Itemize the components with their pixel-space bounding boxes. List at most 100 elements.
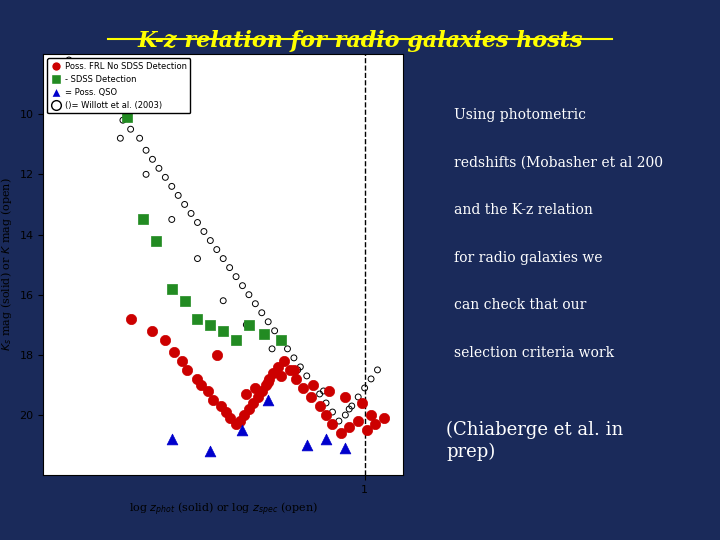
Point [217,254,229,263]
Point [318,387,329,395]
Point [140,170,152,179]
Point [204,320,216,329]
Point [153,164,165,173]
Point [250,299,261,308]
Point [307,381,319,389]
Point [256,308,268,317]
Point [192,218,203,227]
Point [365,411,377,420]
Point [192,314,203,323]
Point [356,399,368,407]
Point [327,408,338,416]
Point [238,411,250,420]
Point [275,335,287,344]
Point [211,350,222,359]
Point [121,113,132,122]
Point [320,411,332,420]
Point [275,335,287,344]
Point [76,74,88,83]
Point [166,435,178,443]
Text: selection criteria work: selection criteria work [454,346,613,360]
Point [217,296,229,305]
Text: Using photometric: Using photometric [454,108,585,122]
Point [243,320,255,329]
Point [168,348,180,356]
Point [365,375,377,383]
Point [307,381,319,389]
Point [138,215,149,224]
Point [234,417,246,426]
Point [263,377,274,386]
Point [263,318,274,326]
Point [336,429,347,437]
Point [237,281,248,290]
Point [288,366,300,374]
Point [204,447,216,455]
Point [269,327,280,335]
Point [150,236,162,245]
Point [359,383,370,392]
Point [192,254,203,263]
Point [230,420,242,428]
Point [346,402,358,410]
Point [125,314,136,323]
Point [181,366,193,374]
Text: redshifts (Mobasher et al 200: redshifts (Mobasher et al 200 [454,156,662,170]
Point [207,396,219,404]
Point [378,414,390,422]
Point [108,104,120,112]
Point [204,236,216,245]
Point [134,134,145,143]
Point [260,381,271,389]
Point [369,420,381,428]
Point [102,95,113,104]
Point [140,146,152,154]
Point [166,182,178,191]
Point [372,366,383,374]
Point [217,327,229,335]
Y-axis label: $K_s$ mag (solid) or $K$ mag (open): $K_s$ mag (solid) or $K$ mag (open) [0,178,14,352]
Point [305,393,316,401]
Point [179,200,190,209]
Point [125,125,136,133]
Point [252,393,264,401]
Point [224,264,235,272]
Point [179,296,190,305]
Point [192,375,203,383]
Text: (Chiaberge et al. in
prep): (Chiaberge et al. in prep) [446,421,624,461]
Point [250,383,261,392]
Point [291,375,302,383]
Point [237,426,248,434]
Point [288,354,300,362]
Point [275,372,287,380]
Point [273,362,284,371]
Text: K-z relation for radio galaxies hosts: K-z relation for radio galaxies hosts [138,30,582,52]
Point [185,209,197,218]
Point [160,335,171,344]
Point [230,335,242,344]
Point [196,381,207,389]
Point [258,329,270,338]
Point [282,345,293,353]
Point [166,285,178,293]
Point [343,404,355,413]
Point [198,227,210,236]
Point [343,423,355,431]
Text: can check that our: can check that our [454,298,586,312]
Point [284,366,296,374]
Point [224,414,235,422]
Point [327,420,338,428]
Point [301,372,312,380]
Point [323,387,334,395]
Point [297,383,309,392]
X-axis label: log $z_{phot}$ (solid) or log $z_{spec}$ (open): log $z_{phot}$ (solid) or log $z_{spec}$… [129,501,318,518]
Point [243,404,255,413]
Point [147,327,158,335]
Point [263,396,274,404]
Point [292,366,304,374]
Point [353,417,364,426]
Point [89,89,100,97]
Point [264,375,275,383]
Point [63,56,75,64]
Point [314,402,325,410]
